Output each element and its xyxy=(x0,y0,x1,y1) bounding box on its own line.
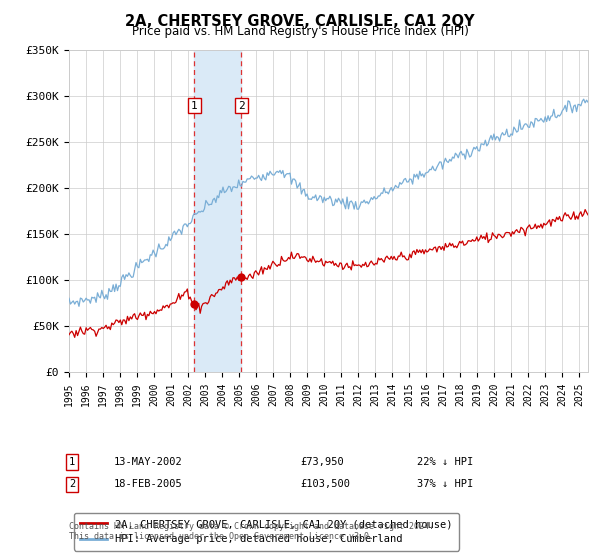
Legend: 2A, CHERTSEY GROVE, CARLISLE, CA1 2QY (detached house), HPI: Average price, deta: 2A, CHERTSEY GROVE, CARLISLE, CA1 2QY (d… xyxy=(74,513,458,550)
Text: 2: 2 xyxy=(69,479,75,489)
Text: Price paid vs. HM Land Registry's House Price Index (HPI): Price paid vs. HM Land Registry's House … xyxy=(131,25,469,38)
Text: £103,500: £103,500 xyxy=(300,479,350,489)
Text: £73,950: £73,950 xyxy=(300,457,344,467)
Text: 37% ↓ HPI: 37% ↓ HPI xyxy=(417,479,473,489)
Text: 2: 2 xyxy=(238,101,245,111)
Text: 13-MAY-2002: 13-MAY-2002 xyxy=(114,457,183,467)
Text: 22% ↓ HPI: 22% ↓ HPI xyxy=(417,457,473,467)
Text: Contains HM Land Registry data © Crown copyright and database right 2024.
This d: Contains HM Land Registry data © Crown c… xyxy=(69,522,434,542)
Text: 2A, CHERTSEY GROVE, CARLISLE, CA1 2QY: 2A, CHERTSEY GROVE, CARLISLE, CA1 2QY xyxy=(125,14,475,29)
Text: 1: 1 xyxy=(69,457,75,467)
Bar xyxy=(194,50,241,372)
Text: 1: 1 xyxy=(191,101,198,111)
Text: 18-FEB-2005: 18-FEB-2005 xyxy=(114,479,183,489)
